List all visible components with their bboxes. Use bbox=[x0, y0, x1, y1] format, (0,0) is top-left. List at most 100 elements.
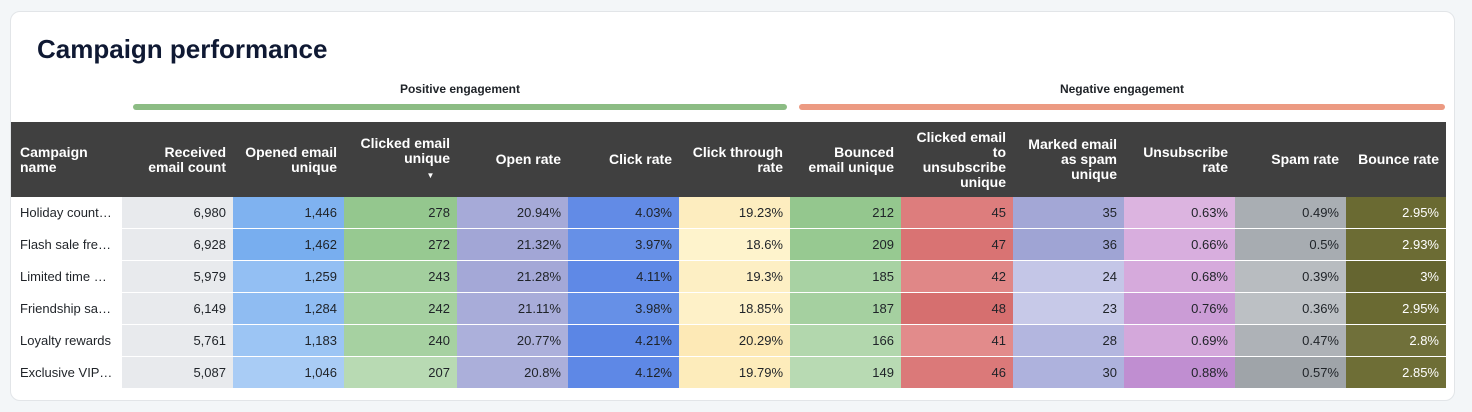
table-row[interactable]: Loyalty rewards 5,761 1,183 240 20.77% 4.21% 2… bbox=[11, 324, 1446, 357]
table-cell: 1,462 bbox=[233, 228, 344, 261]
col-header-clicked-to-unsubscribe[interactable]: Clicked email to unsubscribe unique bbox=[901, 122, 1013, 197]
campaign-name-cell: Loyalty rewards bbox=[11, 324, 122, 357]
table-cell: 3.97% bbox=[568, 228, 679, 261]
campaign-name-cell: Holiday count… bbox=[11, 197, 122, 229]
table-cell: 19.23% bbox=[679, 197, 790, 229]
table-cell: 21.11% bbox=[457, 292, 568, 325]
table-cell: 0.63% bbox=[1124, 197, 1235, 229]
table-cell: 4.11% bbox=[568, 260, 679, 293]
col-header-clicked-email-unique[interactable]: Clicked email unique ▼ bbox=[344, 122, 457, 197]
table-cell: 5,979 bbox=[122, 260, 233, 293]
table-cell: 4.03% bbox=[568, 197, 679, 229]
table-cell: 1,446 bbox=[233, 197, 344, 229]
col-header-campaign-name[interactable]: Campaign name bbox=[11, 122, 122, 197]
table-cell: 36 bbox=[1013, 228, 1124, 261]
sort-descending-icon[interactable]: ▼ bbox=[426, 171, 435, 180]
table-cell: 0.47% bbox=[1235, 324, 1346, 357]
table-row[interactable]: Exclusive VIP … 5,087 1,046 207 20.8% 4.12% 19… bbox=[11, 356, 1446, 389]
table-cell: 5,761 bbox=[122, 324, 233, 357]
table-cell: 47 bbox=[901, 228, 1013, 261]
table-cell: 0.69% bbox=[1124, 324, 1235, 357]
table-cell: 35 bbox=[1013, 197, 1124, 229]
table-row[interactable]: Friendship sa… 6,149 1,284 242 21.11% 3.98% 18… bbox=[11, 292, 1446, 325]
table-cell: 28 bbox=[1013, 324, 1124, 357]
table-cell: 0.76% bbox=[1124, 292, 1235, 325]
table-cell: 3% bbox=[1346, 260, 1446, 293]
table-cell: 19.3% bbox=[679, 260, 790, 293]
table-cell: 4.21% bbox=[568, 324, 679, 357]
table-cell: 20.77% bbox=[457, 324, 568, 357]
table-cell: 2.95% bbox=[1346, 292, 1446, 325]
negative-engagement-bar bbox=[799, 104, 1445, 110]
table-cell: 0.66% bbox=[1124, 228, 1235, 261]
table-cell: 0.68% bbox=[1124, 260, 1235, 293]
col-header-unsubscribe-rate[interactable]: Unsubscribe rate bbox=[1124, 122, 1235, 197]
col-header-marked-spam-unique[interactable]: Marked email as spam unique bbox=[1013, 122, 1124, 197]
table-cell: 4.12% bbox=[568, 356, 679, 389]
table-cell: 209 bbox=[790, 228, 901, 261]
campaign-name-cell: Friendship sa… bbox=[11, 292, 122, 325]
table-cell: 0.39% bbox=[1235, 260, 1346, 293]
table-cell: 185 bbox=[790, 260, 901, 293]
table-cell: 41 bbox=[901, 324, 1013, 357]
table-cell: 6,980 bbox=[122, 197, 233, 229]
table-cell: 20.94% bbox=[457, 197, 568, 229]
table-cell: 2.93% bbox=[1346, 228, 1446, 261]
table-cell: 21.32% bbox=[457, 228, 568, 261]
table-cell: 6,149 bbox=[122, 292, 233, 325]
table-cell: 5,087 bbox=[122, 356, 233, 389]
col-header-open-rate[interactable]: Open rate bbox=[457, 122, 568, 197]
table-cell: 0.57% bbox=[1235, 356, 1346, 389]
table-cell: 42 bbox=[901, 260, 1013, 293]
table-cell: 21.28% bbox=[457, 260, 568, 293]
table-body: Holiday count… 6,980 1,446 278 20.94% 4.03% 19… bbox=[11, 197, 1446, 389]
table-cell: 1,183 bbox=[233, 324, 344, 357]
table-cell: 0.88% bbox=[1124, 356, 1235, 389]
table-row[interactable]: Holiday count… 6,980 1,446 278 20.94% 4.03% 19… bbox=[11, 197, 1446, 229]
col-header-bounce-rate[interactable]: Bounce rate bbox=[1346, 122, 1446, 197]
table-cell: 243 bbox=[344, 260, 457, 293]
table-cell: 18.6% bbox=[679, 228, 790, 261]
table-cell: 3.98% bbox=[568, 292, 679, 325]
negative-engagement-label: Negative engagement bbox=[1059, 82, 1185, 96]
col-header-click-rate[interactable]: Click rate bbox=[568, 122, 679, 197]
table-cell: 0.49% bbox=[1235, 197, 1346, 229]
col-header-bounced-email-unique[interactable]: Bounced email unique bbox=[790, 122, 901, 197]
table-cell: 187 bbox=[790, 292, 901, 325]
table-cell: 1,046 bbox=[233, 356, 344, 389]
table-cell: 242 bbox=[344, 292, 457, 325]
table-cell: 149 bbox=[790, 356, 901, 389]
positive-engagement-label: Positive engagement bbox=[399, 82, 521, 96]
table-cell: 6,928 bbox=[122, 228, 233, 261]
table-cell: 0.36% bbox=[1235, 292, 1346, 325]
table-row[interactable]: Limited time … 5,979 1,259 243 21.28% 4.11% 19… bbox=[11, 260, 1446, 293]
col-header-received-email-count[interactable]: Received email count bbox=[122, 122, 233, 197]
table-cell: 278 bbox=[344, 197, 457, 229]
table-cell: 19.79% bbox=[679, 356, 790, 389]
col-header-spam-rate[interactable]: Spam rate bbox=[1235, 122, 1346, 197]
table-cell: 30 bbox=[1013, 356, 1124, 389]
table-row[interactable]: Flash sale fre… 6,928 1,462 272 21.32% 3.97% 1… bbox=[11, 228, 1446, 261]
col-header-opened-email-unique[interactable]: Opened email unique bbox=[233, 122, 344, 197]
campaign-performance-card: Campaign performance Positive engagement… bbox=[10, 11, 1455, 401]
table-cell: 212 bbox=[790, 197, 901, 229]
table-cell: 23 bbox=[1013, 292, 1124, 325]
campaign-name-cell: Limited time … bbox=[11, 260, 122, 293]
table-cell: 20.8% bbox=[457, 356, 568, 389]
positive-engagement-bar bbox=[133, 104, 787, 110]
col-header-click-through-rate[interactable]: Click through rate bbox=[679, 122, 790, 197]
table-cell: 0.5% bbox=[1235, 228, 1346, 261]
campaign-table: Campaign name Received email count Opene… bbox=[11, 122, 1446, 389]
table-cell: 166 bbox=[790, 324, 901, 357]
table-cell: 18.85% bbox=[679, 292, 790, 325]
table-cell: 45 bbox=[901, 197, 1013, 229]
table-cell: 46 bbox=[901, 356, 1013, 389]
campaign-name-cell: Flash sale fre… bbox=[11, 228, 122, 261]
table-cell: 240 bbox=[344, 324, 457, 357]
table-cell: 207 bbox=[344, 356, 457, 389]
table-cell: 20.29% bbox=[679, 324, 790, 357]
table-cell: 1,284 bbox=[233, 292, 344, 325]
table-cell: 2.95% bbox=[1346, 197, 1446, 229]
table-cell: 2.8% bbox=[1346, 324, 1446, 357]
table-header-row: Campaign name Received email count Opene… bbox=[11, 122, 1446, 197]
